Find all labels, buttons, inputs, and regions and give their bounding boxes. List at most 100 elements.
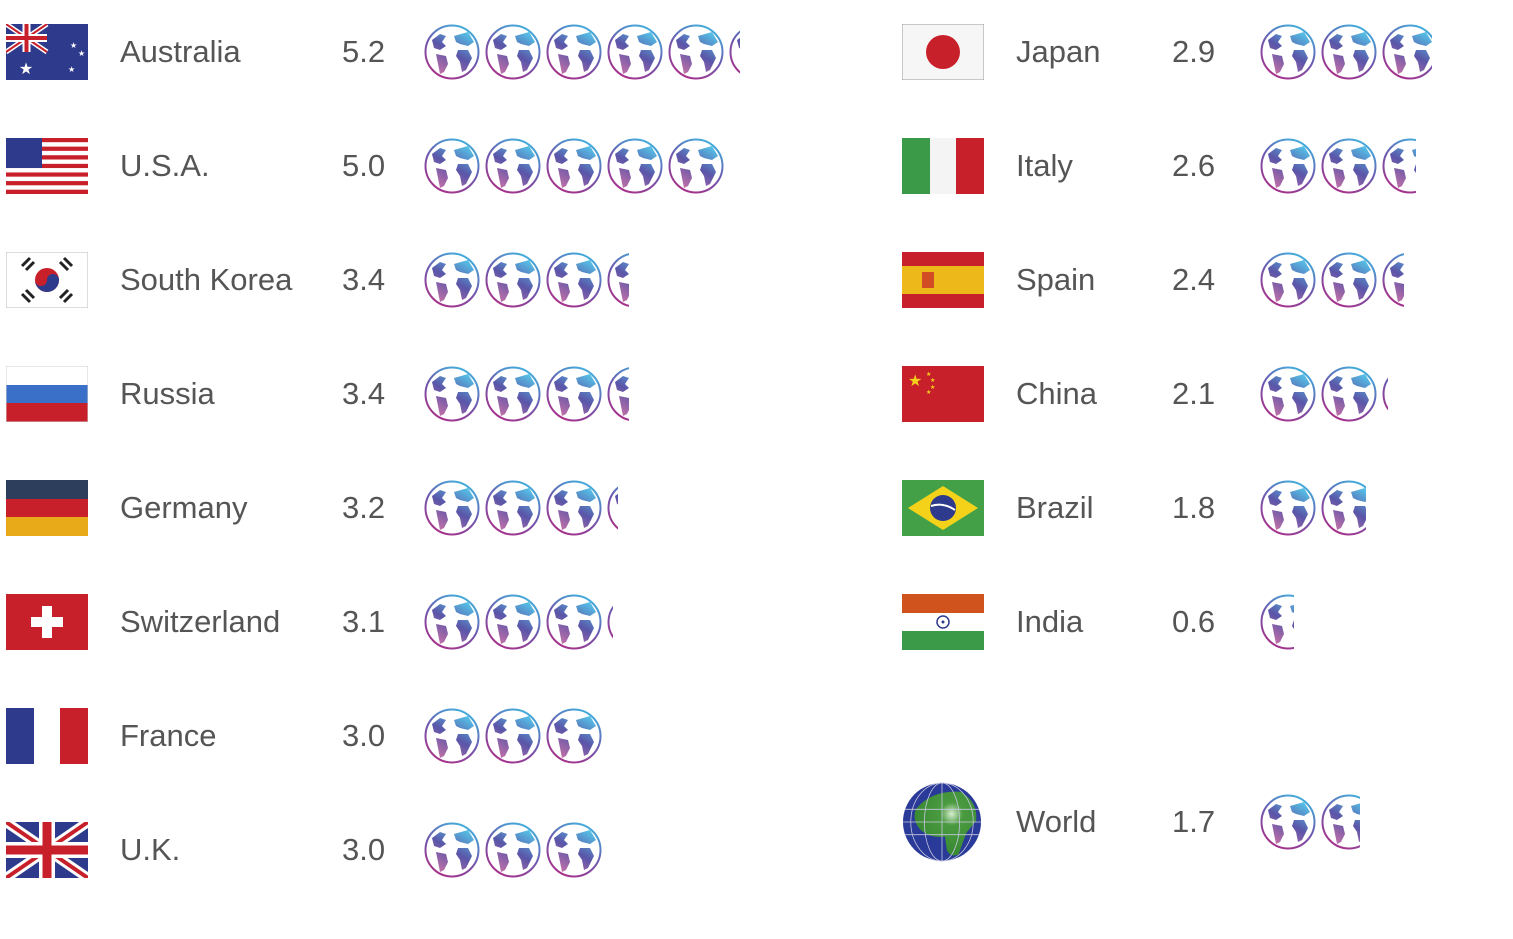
chart-row-russia: Russia 3.4 (5, 364, 766, 424)
country-name: China (1016, 376, 1097, 411)
globe-pictograph (424, 822, 602, 878)
chart-row-france: France 3.0 (6, 706, 766, 766)
globe-icon (1321, 252, 1377, 308)
it-flag-icon (902, 138, 984, 194)
chart-row-india: India 0.6 (902, 592, 1513, 652)
svg-text:★: ★ (68, 65, 75, 74)
globe-pictograph (1260, 24, 1433, 80)
au-flag-icon: ★ ★ ★ ★ (4, 21, 88, 80)
globe-icon (668, 24, 724, 80)
value-label: 2.4 (1172, 262, 1216, 297)
globe-icon (607, 138, 663, 194)
svg-text:★: ★ (930, 377, 935, 384)
value-label: 3.4 (342, 376, 386, 411)
globe-icon (668, 138, 724, 194)
chart-row-australia: ★ ★ ★ ★ Australia 5.2 (4, 21, 766, 82)
chart-row-germany: Germany 3.2 (6, 478, 766, 538)
globe-pictograph (424, 138, 724, 194)
in-flag-icon (902, 594, 984, 650)
globe-icon (546, 480, 602, 536)
globe-icon (1321, 366, 1377, 422)
svg-text:★: ★ (78, 49, 85, 58)
globe-icon (546, 708, 602, 764)
globe-icon (485, 24, 541, 80)
globe-icon (607, 24, 663, 80)
country-name: Brazil (1016, 490, 1094, 525)
globe-pictograph (1260, 794, 1361, 850)
svg-text:★: ★ (908, 373, 922, 390)
ch-flag-icon (6, 594, 88, 650)
us-flag-icon (6, 138, 88, 194)
globe-icon (485, 138, 541, 194)
chart-row-italy: Italy 2.6 (902, 136, 1513, 196)
globe-icon (424, 252, 480, 308)
globe-pictograph (1260, 252, 1405, 308)
jp-flag-icon (901, 23, 985, 81)
value-label: 2.6 (1172, 148, 1216, 183)
chart-row-south-korea: South Korea 3.4 (5, 250, 766, 310)
globe-pictograph (1260, 138, 1416, 194)
globe-pictograph (1260, 366, 1388, 422)
globe-icon (1321, 24, 1377, 80)
uk-flag-icon (3, 817, 91, 883)
chart-row-brazil: Brazil 1.8 (902, 478, 1513, 538)
globe-icon (485, 708, 541, 764)
globe-icon (485, 366, 541, 422)
chart-row-japan: Japan 2.9 (901, 22, 1513, 82)
globe-icon (1260, 366, 1316, 422)
fr-flag-icon (6, 708, 88, 764)
globe-icon (424, 594, 480, 650)
globe-icon (424, 24, 480, 80)
globe-icon (1382, 252, 1405, 308)
value-label: 1.8 (1172, 490, 1216, 525)
globe-icon (546, 366, 602, 422)
globe-icon (424, 138, 480, 194)
globe-icon (546, 24, 602, 80)
country-name: Germany (120, 490, 248, 525)
svg-text:★: ★ (926, 389, 931, 396)
country-name: Japan (1016, 34, 1101, 69)
svg-text:★: ★ (19, 61, 33, 78)
country-name: U.K. (120, 832, 181, 867)
kr-flag-icon (5, 251, 89, 309)
de-flag-icon (6, 480, 88, 536)
globe-pictograph (424, 480, 619, 536)
country-name: Russia (120, 376, 215, 411)
chart-row-u-k: U.K. 3.0 (3, 817, 766, 883)
globe-icon (607, 366, 630, 422)
globe-pictograph (424, 24, 741, 80)
globe-icon (1321, 794, 1361, 850)
value-label: 2.1 (1172, 376, 1216, 411)
globe-icon (546, 252, 602, 308)
cn-flag-icon: ★ ★ ★ ★ ★ (902, 366, 984, 422)
globe-icon (1382, 24, 1433, 80)
country-name: U.S.A. (120, 148, 210, 183)
country-name: India (1016, 604, 1084, 639)
chart-row-china: ★ ★ ★ ★ ★ China 2.1 (902, 364, 1513, 424)
globe-icon (1382, 138, 1416, 194)
globe-icon (607, 252, 630, 308)
value-label: 5.2 (342, 34, 386, 69)
globe-pictograph (1260, 594, 1294, 650)
globe-icon (607, 594, 613, 650)
country-name: South Korea (120, 262, 293, 297)
world-globe-icon (902, 782, 982, 862)
country-name: France (120, 718, 217, 753)
globe-icon (485, 594, 541, 650)
globe-icon (1260, 594, 1294, 650)
globe-icon (546, 138, 602, 194)
svg-text:★: ★ (930, 384, 935, 391)
country-name: Italy (1016, 148, 1073, 183)
globe-icon (424, 708, 480, 764)
globe-pictograph (424, 252, 630, 308)
svg-text:★: ★ (926, 371, 931, 378)
globe-icon (1382, 366, 1388, 422)
value-label: 3.2 (342, 490, 386, 525)
value-label: 2.9 (1172, 34, 1216, 69)
globe-icon (546, 594, 602, 650)
globe-icon (485, 252, 541, 308)
svg-text:★: ★ (70, 41, 77, 50)
country-name: Spain (1016, 262, 1096, 297)
es-flag-icon (902, 252, 984, 308)
country-name: Australia (120, 34, 241, 69)
